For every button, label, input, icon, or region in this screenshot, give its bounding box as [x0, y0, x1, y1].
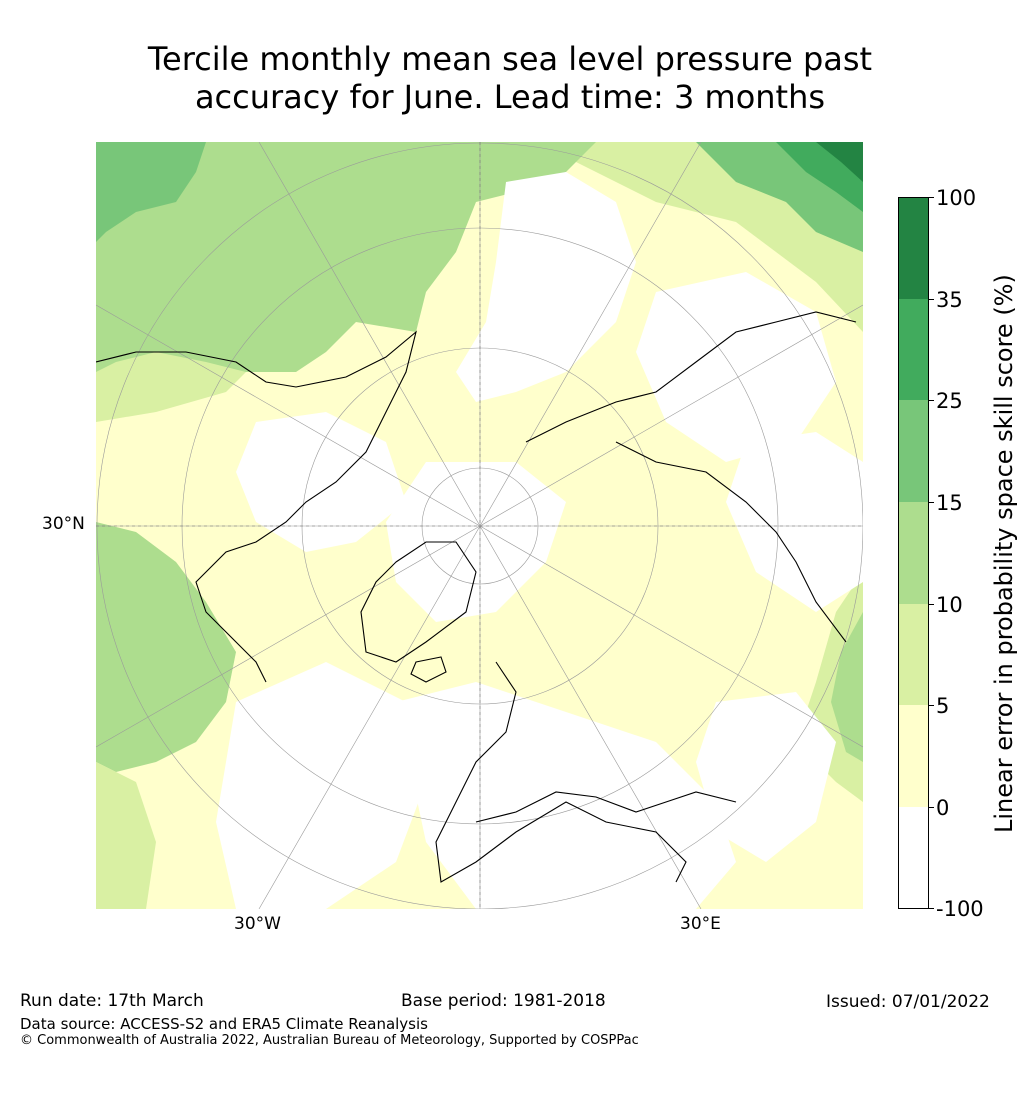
colorbar-bin-15-25 — [898, 400, 929, 502]
colorbar-tick-label: 35 — [936, 288, 963, 312]
colorbar-label: Linear error in probability space skill … — [990, 274, 1018, 833]
colorbar-bin-0-5 — [898, 705, 929, 807]
colorbar-tick-label: 0 — [936, 796, 950, 820]
skill-region-negative-canada — [236, 412, 406, 552]
colorbar-tick-label: 25 — [936, 389, 963, 413]
skill-region-negative-middle-east — [696, 692, 836, 862]
colorbar-tick-mark — [929, 604, 934, 605]
colorbar — [898, 197, 929, 909]
colorbar-bin-25-35 — [898, 299, 929, 400]
chart-title: Tercile monthly mean sea level pressure … — [0, 40, 1020, 116]
colorbar-tick-mark — [929, 197, 934, 198]
colorbar-bin-10-15 — [898, 502, 929, 604]
coast-asia — [525, 311, 857, 643]
graticule-axes — [96, 142, 863, 909]
coast-north-america — [96, 330, 417, 683]
colorbar-tick-label: 100 — [936, 186, 977, 210]
title-line-2: accuracy for June. Lead time: 3 months — [194, 78, 826, 116]
colorbar-tick-label: 15 — [936, 491, 963, 515]
colorbar-tick-label: 10 — [936, 593, 963, 617]
data-source: Data source: ACCESS-S2 and ERA5 Climate … — [20, 1015, 428, 1033]
copyright: © Commonwealth of Australia 2022, Austra… — [20, 1033, 639, 1048]
skill-region-35-100-top-right — [816, 142, 863, 182]
polar-map — [96, 142, 863, 909]
colorbar-tick-label: -100 — [936, 897, 984, 921]
run-date: Run date: 17th March — [20, 991, 204, 1011]
colorbar-bin-neg100-0 — [898, 807, 929, 909]
coast-greenland — [360, 541, 477, 663]
coast-europe — [435, 661, 687, 883]
coast-mediterranean — [475, 791, 737, 823]
colorbar-tick-mark — [929, 502, 934, 503]
skill-region-negative-asia — [726, 432, 863, 612]
skill-region-negative-europe — [396, 682, 736, 909]
title-line-1: Tercile monthly mean sea level pressure … — [147, 40, 873, 78]
skill-region-5-10-southwest — [96, 762, 156, 909]
coast-iceland — [410, 656, 447, 683]
skill-region-15-25-top-left — [96, 142, 206, 242]
skill-region-negative-north — [456, 172, 636, 402]
issued-date: Issued: 07/01/2022 — [826, 992, 990, 1012]
lat-label-30n: 30°N — [42, 514, 85, 534]
skill-region-10-15-west — [96, 522, 236, 772]
colorbar-tick-mark — [929, 908, 934, 909]
lon-label-30w: 30°W — [234, 914, 281, 934]
base-period: Base period: 1981-2018 — [401, 991, 606, 1011]
colorbar-tick-mark — [929, 400, 934, 401]
coastlines — [96, 311, 857, 883]
skill-region-10-15-top — [96, 142, 596, 372]
colorbar-tick-mark — [929, 807, 934, 808]
map-svg — [96, 142, 863, 909]
skill-region-10-15-east — [831, 612, 863, 762]
lon-label-30e: 30°E — [680, 914, 721, 934]
skill-region-negative-atlantic — [216, 662, 426, 909]
colorbar-tick-label: 5 — [936, 694, 950, 718]
colorbar-bin-35-100 — [898, 197, 929, 299]
colorbar-bin-5-10 — [898, 604, 929, 705]
colorbar-tick-mark — [929, 299, 934, 300]
colorbar-tick-mark — [929, 705, 934, 706]
